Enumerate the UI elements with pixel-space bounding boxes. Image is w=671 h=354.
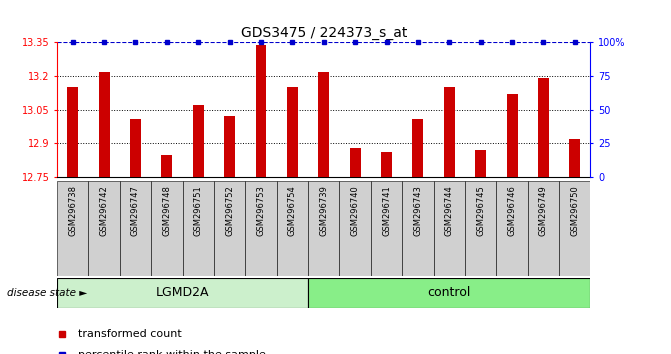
Bar — [475, 150, 486, 177]
Bar — [57, 278, 308, 308]
Text: GSM296742: GSM296742 — [99, 185, 109, 236]
Bar — [151, 181, 183, 276]
Bar — [57, 181, 89, 276]
Bar — [527, 181, 559, 276]
Text: GSM296751: GSM296751 — [194, 185, 203, 236]
Text: control: control — [427, 286, 471, 299]
Text: GSM296754: GSM296754 — [288, 185, 297, 236]
Bar — [497, 181, 527, 276]
Text: GSM296745: GSM296745 — [476, 185, 485, 236]
Bar — [120, 181, 151, 276]
Bar — [569, 139, 580, 177]
Bar — [183, 181, 214, 276]
Bar — [413, 119, 423, 177]
Bar — [507, 94, 517, 177]
Text: GSM296746: GSM296746 — [507, 185, 517, 236]
Bar — [67, 87, 79, 177]
Text: GSM296752: GSM296752 — [225, 185, 234, 236]
Text: GSM296743: GSM296743 — [413, 185, 423, 236]
Bar — [308, 278, 590, 308]
Text: GSM296747: GSM296747 — [131, 185, 140, 236]
Bar — [433, 181, 465, 276]
Text: GSM296739: GSM296739 — [319, 185, 328, 236]
Bar — [444, 87, 455, 177]
Bar — [340, 181, 371, 276]
Bar — [308, 181, 340, 276]
Text: percentile rank within the sample: percentile rank within the sample — [79, 350, 266, 354]
Bar — [224, 116, 235, 177]
Bar — [99, 72, 109, 177]
Bar — [276, 181, 308, 276]
Bar — [287, 87, 298, 177]
Bar — [89, 181, 120, 276]
Text: transformed count: transformed count — [79, 329, 182, 339]
Text: GSM296738: GSM296738 — [68, 185, 77, 236]
Bar — [256, 45, 266, 177]
Text: disease state ►: disease state ► — [7, 288, 87, 298]
Bar — [161, 155, 172, 177]
Bar — [559, 181, 590, 276]
Bar — [193, 105, 204, 177]
Bar — [402, 181, 433, 276]
Bar — [381, 152, 392, 177]
Text: GSM296741: GSM296741 — [382, 185, 391, 236]
Bar — [350, 148, 360, 177]
Text: LGMD2A: LGMD2A — [156, 286, 209, 299]
Text: GSM296740: GSM296740 — [351, 185, 360, 236]
Text: GSM296749: GSM296749 — [539, 185, 548, 236]
Bar — [214, 181, 246, 276]
Text: GSM296750: GSM296750 — [570, 185, 579, 236]
Text: GSM296753: GSM296753 — [256, 185, 266, 236]
Bar — [318, 72, 329, 177]
Bar — [371, 181, 402, 276]
Bar — [246, 181, 276, 276]
Text: GSM296748: GSM296748 — [162, 185, 171, 236]
Bar — [538, 78, 549, 177]
Text: GSM296744: GSM296744 — [445, 185, 454, 236]
Bar — [130, 119, 141, 177]
Bar — [465, 181, 497, 276]
Title: GDS3475 / 224373_s_at: GDS3475 / 224373_s_at — [241, 26, 407, 40]
